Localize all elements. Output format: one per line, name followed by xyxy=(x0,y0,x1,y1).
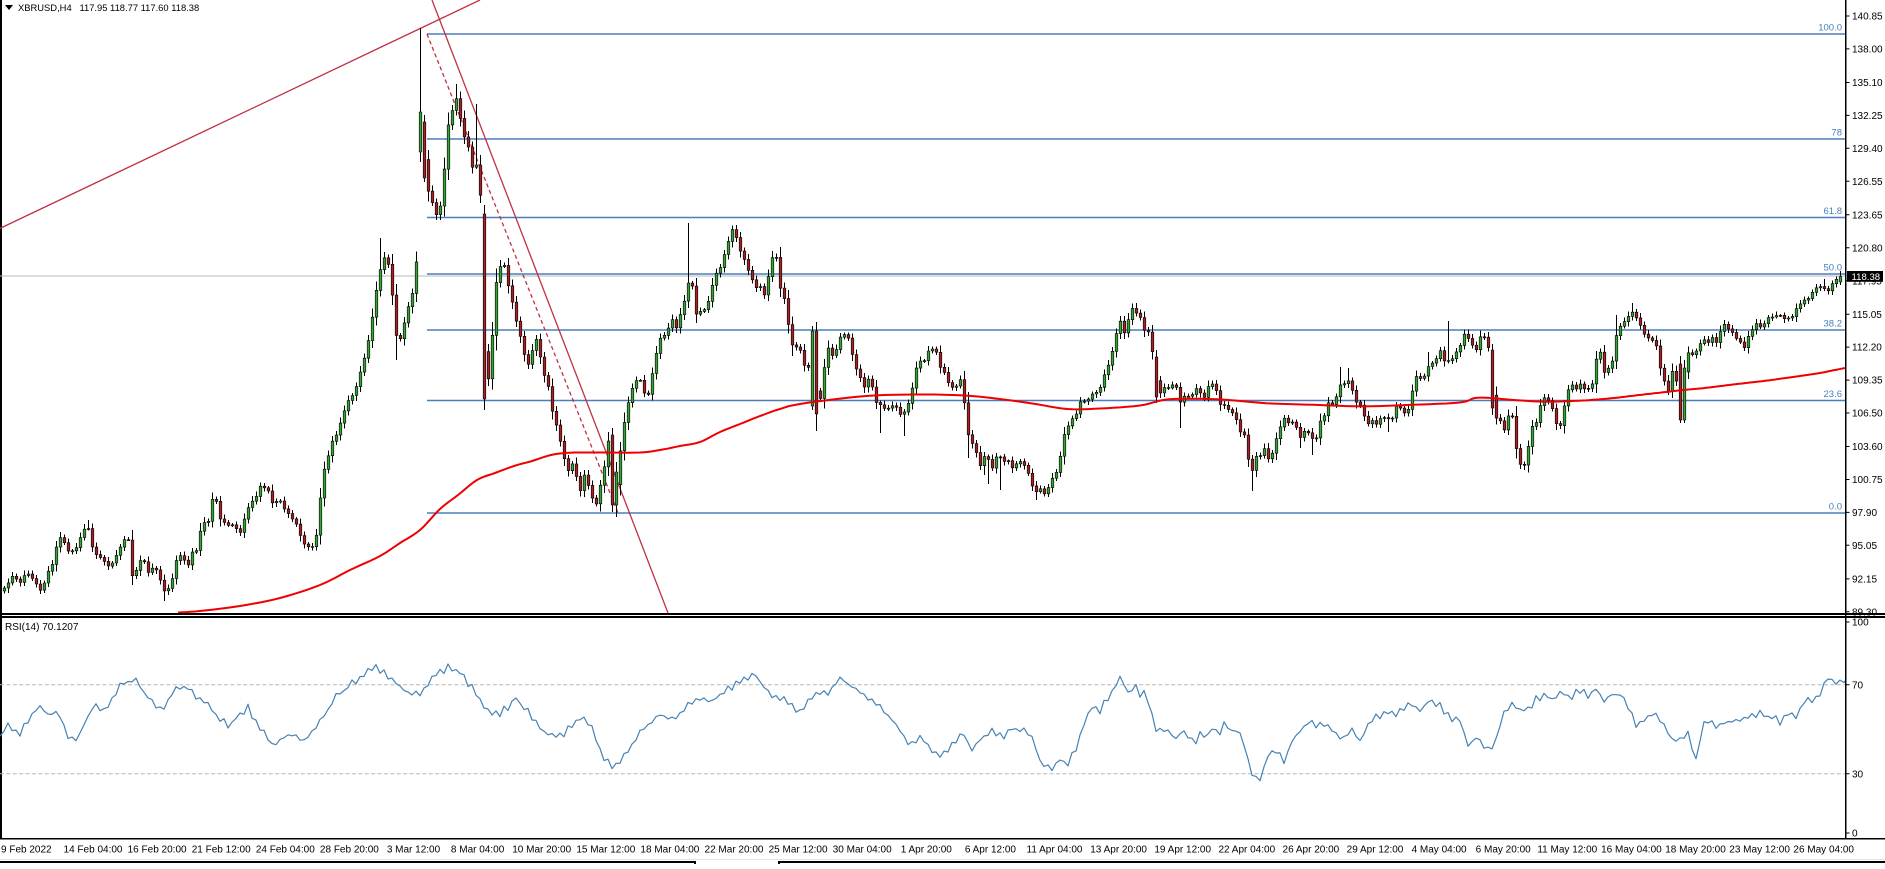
svg-text:4 May 04:00: 4 May 04:00 xyxy=(1412,845,1467,856)
svg-text:18 May 20:00: 18 May 20:00 xyxy=(1665,845,1726,856)
svg-text:23 May 12:00: 23 May 12:00 xyxy=(1729,845,1790,856)
svg-text:6 Apr 12:00: 6 Apr 12:00 xyxy=(965,845,1017,856)
svg-text:14 Feb 04:00: 14 Feb 04:00 xyxy=(64,845,123,856)
svg-text:9 Feb 2022: 9 Feb 2022 xyxy=(1,845,52,856)
svg-text:29 Apr 12:00: 29 Apr 12:00 xyxy=(1347,845,1404,856)
svg-text:100.0: 100.0 xyxy=(1818,23,1842,34)
svg-text:16 Feb 20:00: 16 Feb 20:00 xyxy=(128,845,187,856)
svg-text:103.60: 103.60 xyxy=(1852,442,1883,453)
svg-text:138.00: 138.00 xyxy=(1852,45,1883,56)
svg-text:25 Mar 12:00: 25 Mar 12:00 xyxy=(769,845,828,856)
svg-text:129.40: 129.40 xyxy=(1852,144,1883,155)
svg-text:118.38: 118.38 xyxy=(1852,272,1881,283)
svg-text:10 Mar 20:00: 10 Mar 20:00 xyxy=(512,845,571,856)
svg-text:30 Mar 04:00: 30 Mar 04:00 xyxy=(833,845,892,856)
svg-text:RSI(14) 70.1207: RSI(14) 70.1207 xyxy=(5,622,79,633)
svg-text:78: 78 xyxy=(1831,128,1842,139)
svg-text:23.6: 23.6 xyxy=(1824,389,1843,400)
svg-text:100.75: 100.75 xyxy=(1852,475,1883,486)
svg-text:115.05: 115.05 xyxy=(1852,310,1882,321)
svg-text:22 Apr 04:00: 22 Apr 04:00 xyxy=(1218,845,1275,856)
svg-text:61.8: 61.8 xyxy=(1824,206,1843,217)
svg-text:24 Feb 04:00: 24 Feb 04:00 xyxy=(256,845,315,856)
svg-text:26 Apr 20:00: 26 Apr 20:00 xyxy=(1283,845,1340,856)
svg-text:50.0: 50.0 xyxy=(1824,263,1843,274)
svg-text:100: 100 xyxy=(1852,618,1869,629)
svg-text:0.0: 0.0 xyxy=(1829,502,1842,513)
svg-text:92.15: 92.15 xyxy=(1852,575,1877,586)
svg-text:21 Feb 12:00: 21 Feb 12:00 xyxy=(192,845,251,856)
svg-text:19 Apr 12:00: 19 Apr 12:00 xyxy=(1154,845,1211,856)
svg-text:97.90: 97.90 xyxy=(1852,508,1877,519)
svg-text:22 Mar 20:00: 22 Mar 20:00 xyxy=(705,845,764,856)
svg-text:26 May 04:00: 26 May 04:00 xyxy=(1793,845,1854,856)
svg-text:16 May 04:00: 16 May 04:00 xyxy=(1601,845,1662,856)
svg-text:11 May 12:00: 11 May 12:00 xyxy=(1537,845,1597,856)
svg-text:95.05: 95.05 xyxy=(1852,541,1877,552)
svg-text:38.2: 38.2 xyxy=(1824,319,1843,330)
svg-text:1 Apr 20:00: 1 Apr 20:00 xyxy=(901,845,953,856)
svg-text:123.65: 123.65 xyxy=(1852,210,1883,221)
svg-text:120.80: 120.80 xyxy=(1852,243,1883,254)
svg-text:112.20: 112.20 xyxy=(1852,343,1882,354)
svg-text:28 Feb 20:00: 28 Feb 20:00 xyxy=(320,845,379,856)
svg-text:109.35: 109.35 xyxy=(1852,376,1883,387)
svg-text:89.30: 89.30 xyxy=(1852,607,1877,618)
svg-text:11 Apr 04:00: 11 Apr 04:00 xyxy=(1027,845,1083,856)
svg-text:18 Mar 04:00: 18 Mar 04:00 xyxy=(640,845,699,856)
svg-text:XBRUSD,H4 117.95 118.77 117.: XBRUSD,H4 117.95 118.77 117.60 118.38 xyxy=(18,2,199,13)
svg-text:8 Mar 04:00: 8 Mar 04:00 xyxy=(451,845,505,856)
svg-text:30: 30 xyxy=(1852,769,1864,780)
svg-text:6 May 20:00: 6 May 20:00 xyxy=(1476,845,1531,856)
svg-text:15 Mar 12:00: 15 Mar 12:00 xyxy=(576,845,635,856)
svg-text:3 Mar 12:00: 3 Mar 12:00 xyxy=(387,845,441,856)
svg-text:13 Apr 20:00: 13 Apr 20:00 xyxy=(1090,845,1147,856)
svg-text:132.25: 132.25 xyxy=(1852,111,1883,122)
svg-text:0: 0 xyxy=(1852,829,1858,840)
svg-text:135.10: 135.10 xyxy=(1852,78,1883,89)
svg-text:70: 70 xyxy=(1852,680,1864,691)
svg-text:140.85: 140.85 xyxy=(1852,12,1883,23)
svg-text:126.55: 126.55 xyxy=(1852,177,1883,188)
svg-text:106.50: 106.50 xyxy=(1852,409,1883,420)
